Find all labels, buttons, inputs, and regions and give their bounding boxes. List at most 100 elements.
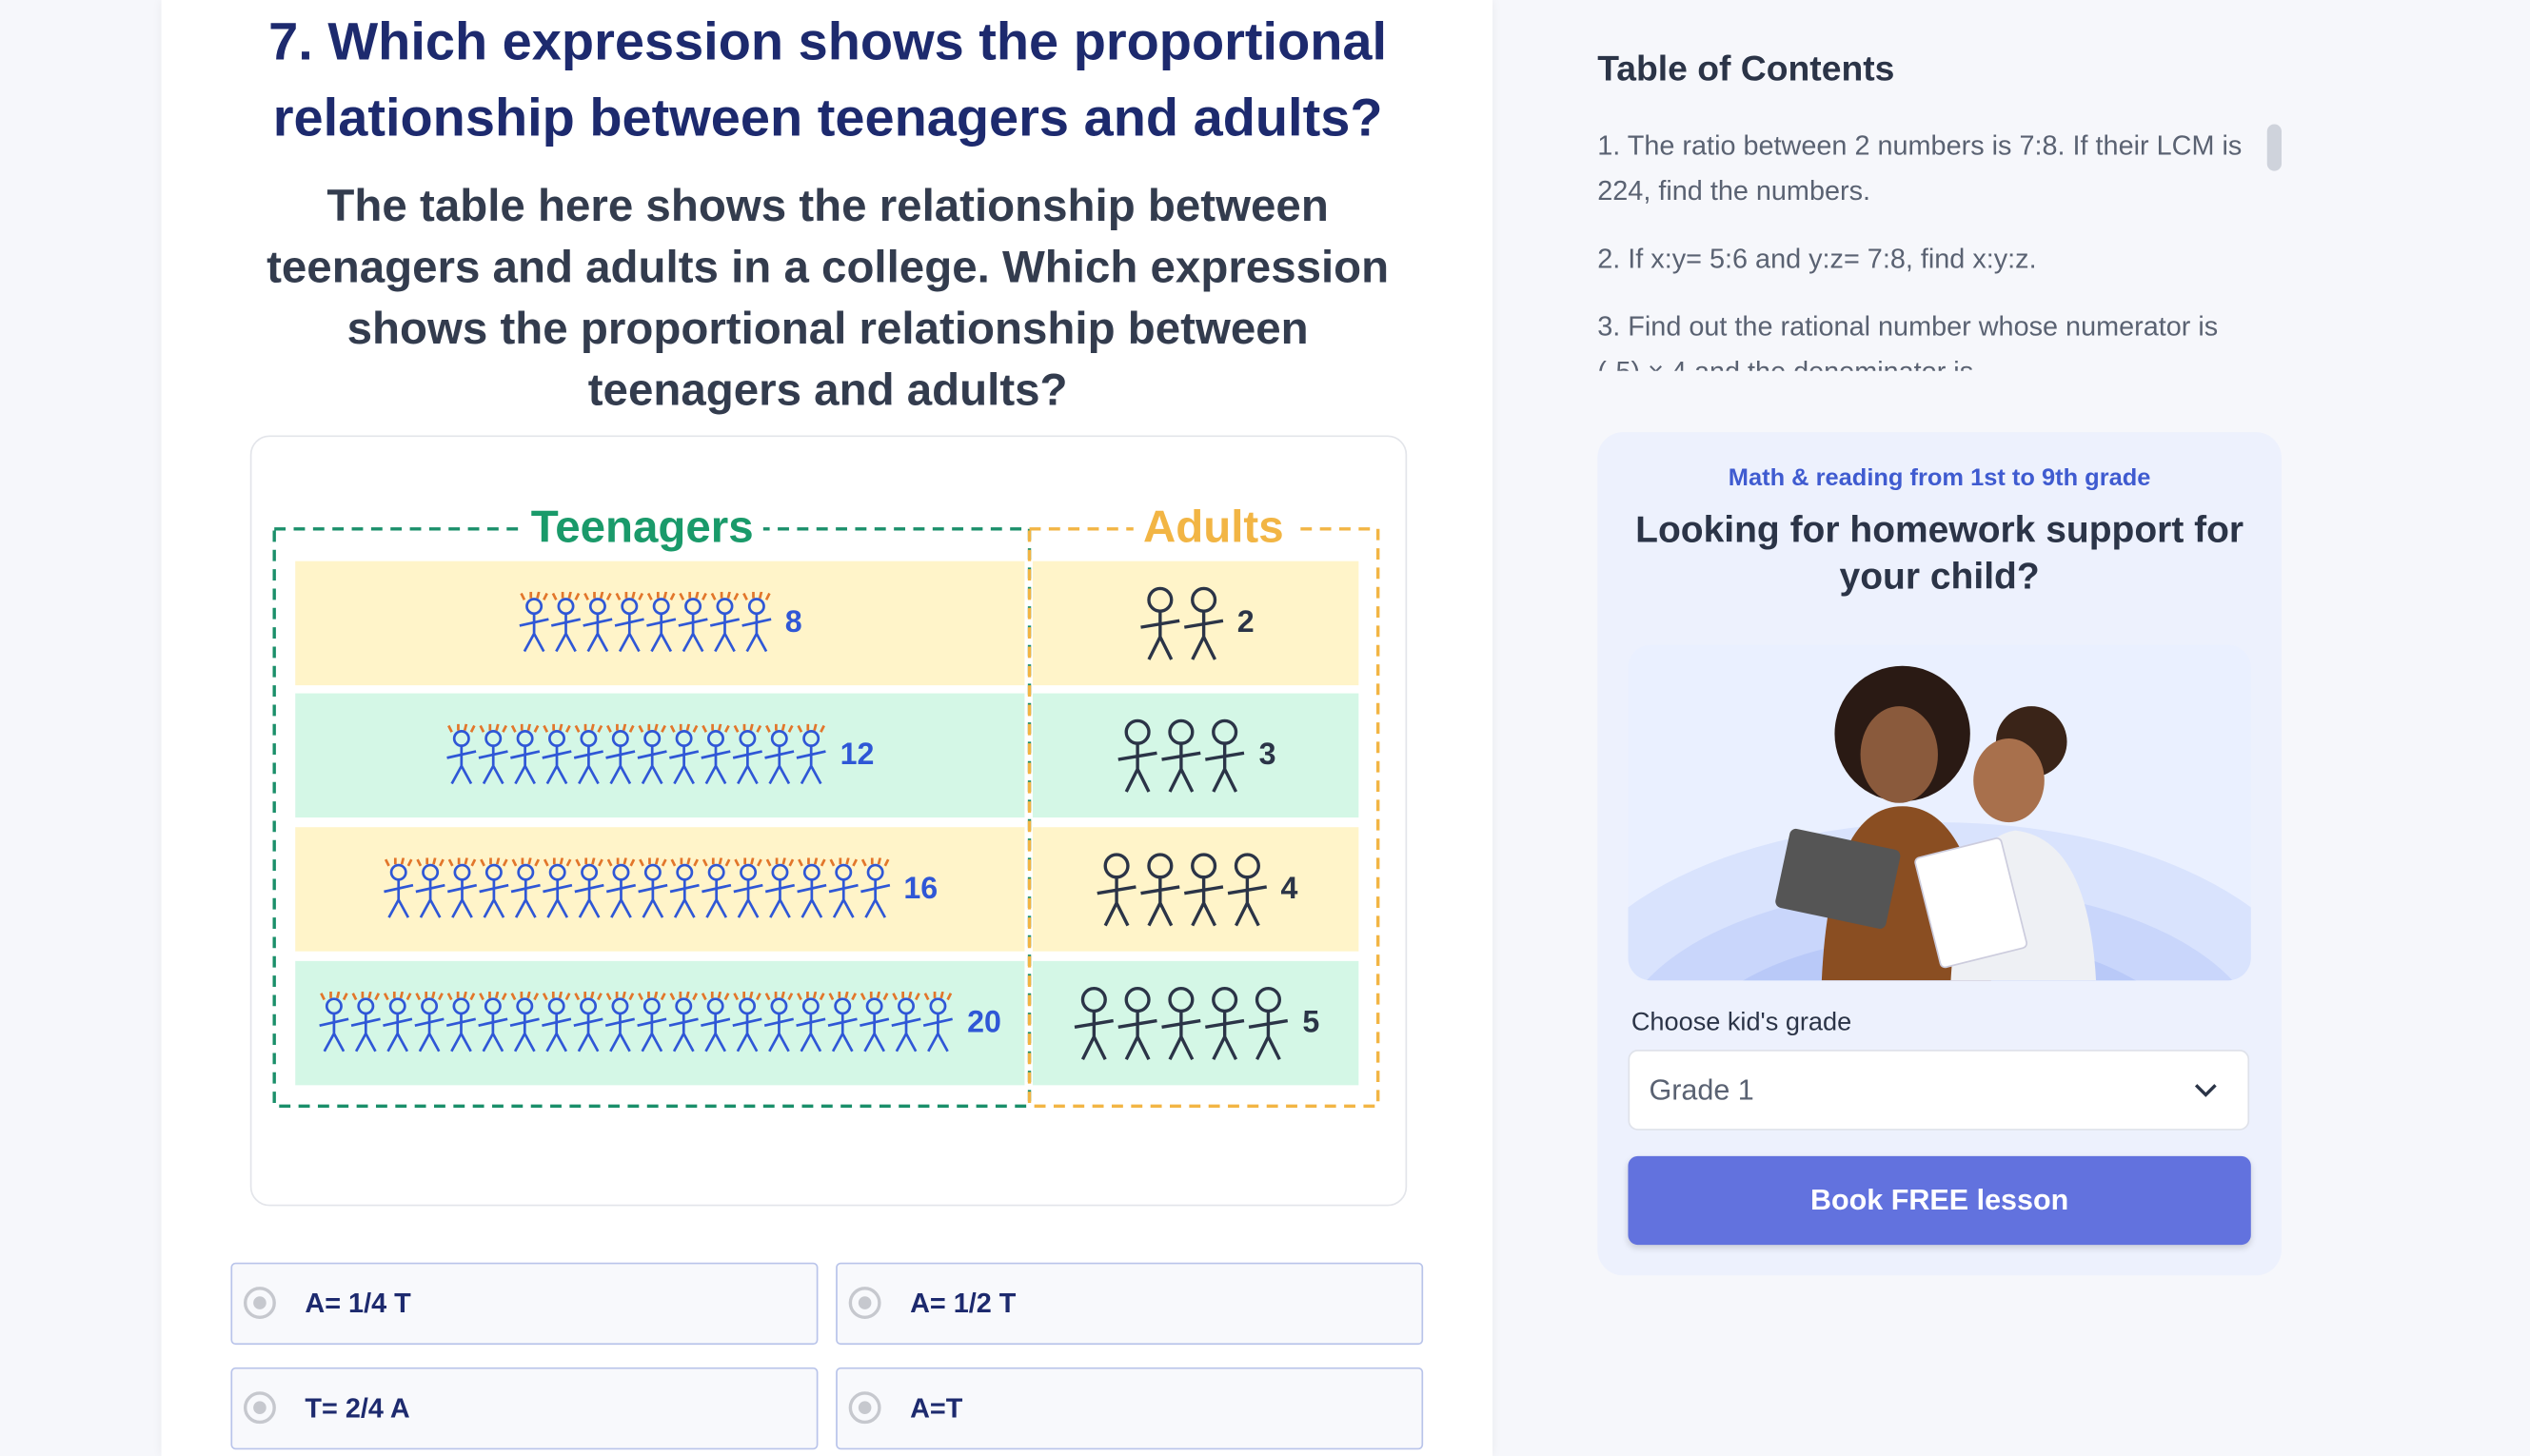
body	[550, 613, 581, 652]
head	[621, 597, 639, 615]
adult-cell: 3	[1032, 693, 1359, 818]
hair	[860, 856, 890, 866]
body	[383, 879, 413, 917]
head	[802, 862, 820, 880]
option[interactable]: A= 1/4 T	[230, 1262, 819, 1346]
hair	[924, 991, 953, 1000]
body	[574, 1013, 604, 1052]
body	[645, 613, 677, 652]
option[interactable]: A=T	[836, 1367, 1424, 1450]
hair	[734, 722, 762, 733]
body	[709, 613, 740, 652]
body	[351, 1013, 382, 1052]
hair	[320, 991, 349, 1000]
body	[764, 1013, 795, 1052]
body	[415, 879, 445, 917]
promo-subtitle: Math & reading from 1st to 9th grade	[1728, 463, 2151, 492]
hair	[741, 590, 771, 600]
body	[479, 1013, 509, 1052]
adult-figures	[1075, 986, 1289, 1060]
head	[484, 729, 503, 747]
hair	[583, 590, 612, 600]
body	[638, 879, 668, 917]
body	[583, 613, 613, 652]
body	[1139, 610, 1179, 659]
adult-count: 4	[1280, 871, 1298, 906]
body	[605, 1013, 636, 1052]
head	[834, 996, 852, 1014]
head	[580, 996, 598, 1014]
head	[1255, 986, 1282, 1013]
body	[764, 745, 795, 784]
body	[415, 1013, 445, 1052]
body	[828, 879, 859, 917]
body	[542, 745, 572, 784]
hair	[551, 590, 581, 600]
question-title: 7. Which expression shows the proportion…	[268, 10, 1388, 148]
hair	[638, 991, 667, 1000]
hair	[606, 991, 635, 1000]
hair	[543, 856, 572, 866]
hair	[543, 722, 572, 733]
head	[548, 996, 566, 1014]
option[interactable]: A= 1/2 T	[836, 1262, 1424, 1346]
head	[771, 862, 789, 880]
hair	[615, 590, 643, 600]
adult-cell: 5	[1032, 960, 1359, 1086]
body	[701, 879, 731, 917]
hair	[765, 856, 794, 866]
head	[580, 862, 598, 880]
adult-count: 3	[1258, 738, 1276, 772]
head	[802, 729, 820, 747]
chevron	[2194, 1084, 2217, 1097]
select-value: Grade 1	[1649, 1073, 1754, 1107]
book-button[interactable]: Book FREE lesson	[1628, 1155, 2251, 1246]
toc-item[interactable]: 3. Find out the rational number whose nu…	[1597, 311, 2219, 371]
head	[1124, 718, 1152, 744]
grade-select[interactable]: Grade 1	[1628, 1050, 2250, 1131]
body	[446, 1013, 477, 1052]
head	[548, 862, 566, 880]
hair	[479, 991, 508, 1000]
head	[612, 996, 630, 1014]
body	[638, 1013, 668, 1052]
option-text: A=T	[910, 1392, 963, 1425]
header-adults: Adults	[1133, 501, 1294, 554]
head	[707, 996, 725, 1014]
option-text: A= 1/4 T	[305, 1288, 411, 1320]
header-teenagers: Teenagers	[521, 501, 763, 554]
teen-count: 16	[903, 871, 939, 906]
hair	[416, 991, 445, 1000]
option[interactable]: T= 2/4 A	[230, 1367, 819, 1450]
hair	[765, 722, 794, 733]
head	[1234, 852, 1260, 878]
head	[612, 729, 630, 747]
teen-count: 8	[784, 605, 802, 639]
hair	[733, 856, 762, 866]
body	[669, 745, 700, 784]
head	[739, 729, 757, 747]
head	[739, 996, 757, 1014]
head	[652, 597, 670, 615]
head	[707, 729, 725, 747]
hair	[702, 722, 731, 733]
hair	[606, 722, 635, 733]
body	[1139, 876, 1179, 926]
toc-item[interactable]: 1. The ratio between 2 numbers is 7:8. I…	[1597, 130, 2243, 207]
hair	[384, 991, 413, 1000]
toc-item[interactable]: 2. If x:y= 5:6 and y:z= 7:8, find x:y:z.	[1597, 243, 2037, 275]
hair	[447, 856, 476, 866]
body	[701, 1013, 731, 1052]
hair	[797, 991, 826, 1000]
hair	[638, 856, 667, 866]
body	[383, 1013, 413, 1052]
hair	[606, 856, 635, 866]
hair	[710, 590, 740, 600]
body	[519, 613, 549, 652]
body	[828, 1013, 859, 1052]
body	[446, 879, 477, 917]
body	[510, 1013, 541, 1052]
head	[517, 996, 534, 1014]
head	[326, 996, 344, 1014]
body	[1075, 1010, 1115, 1060]
